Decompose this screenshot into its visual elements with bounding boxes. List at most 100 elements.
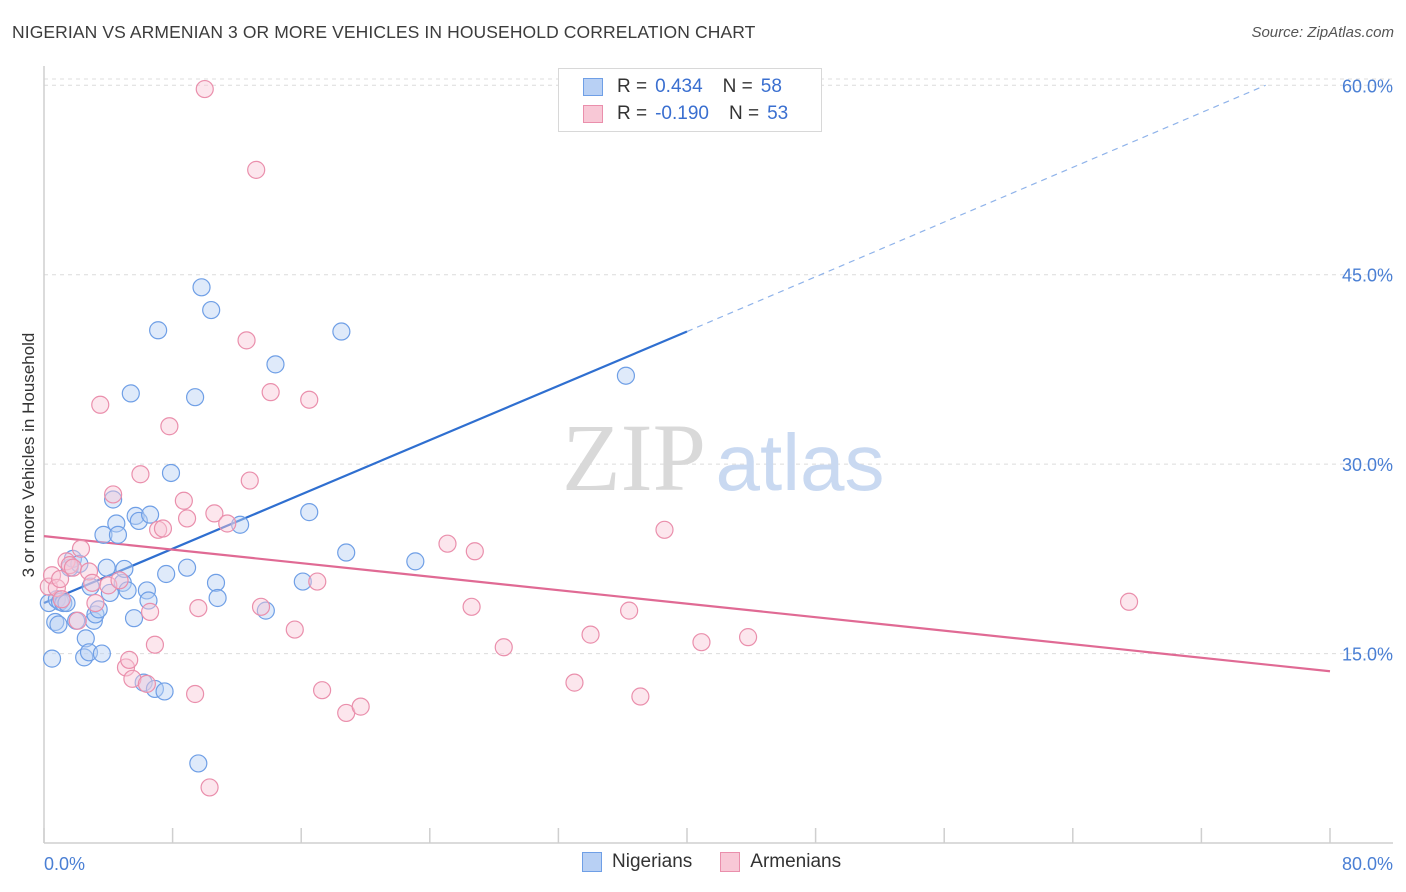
- data-point[interactable]: [189, 598, 208, 618]
- r-label: R =: [617, 76, 648, 97]
- data-point[interactable]: [99, 576, 118, 595]
- data-point[interactable]: [100, 583, 120, 603]
- data-point[interactable]: [177, 558, 197, 577]
- data-point[interactable]: [123, 669, 142, 688]
- data-point[interactable]: [160, 417, 179, 436]
- data-point[interactable]: [237, 331, 256, 350]
- data-point[interactable]: [124, 609, 144, 628]
- data-point[interactable]: [462, 597, 481, 616]
- data-point[interactable]: [174, 491, 193, 510]
- data-point[interactable]: [565, 673, 584, 692]
- data-point[interactable]: [126, 506, 145, 526]
- data-point[interactable]: [161, 463, 181, 483]
- data-point[interactable]: [63, 558, 83, 577]
- data-point[interactable]: [137, 674, 156, 693]
- data-point[interactable]: [438, 534, 457, 553]
- data-point[interactable]: [121, 384, 140, 403]
- data-point[interactable]: [49, 615, 68, 634]
- data-point[interactable]: [206, 573, 226, 592]
- legend-row-nigerians: R = 0.434 N = 58: [583, 74, 782, 100]
- data-point[interactable]: [261, 383, 280, 402]
- data-point[interactable]: [153, 519, 173, 538]
- data-point[interactable]: [68, 611, 87, 630]
- data-point[interactable]: [157, 564, 176, 584]
- data-point[interactable]: [300, 390, 319, 409]
- data-point[interactable]: [177, 509, 197, 528]
- data-point[interactable]: [155, 682, 174, 701]
- legend-label-nigerians: Nigerians: [612, 851, 693, 872]
- data-point[interactable]: [129, 511, 148, 531]
- data-point[interactable]: [76, 629, 95, 648]
- data-point[interactable]: [581, 625, 600, 644]
- data-point[interactable]: [83, 573, 102, 592]
- data-point[interactable]: [189, 754, 208, 773]
- series-legend: Nigerians Armenians: [582, 851, 869, 873]
- data-point[interactable]: [247, 160, 266, 179]
- data-point[interactable]: [655, 520, 674, 539]
- data-point[interactable]: [1119, 592, 1139, 611]
- data-point[interactable]: [140, 602, 160, 621]
- data-point[interactable]: [208, 588, 227, 608]
- data-point[interactable]: [120, 650, 139, 669]
- data-point[interactable]: [75, 648, 94, 667]
- data-point[interactable]: [337, 543, 356, 562]
- y-tick-label: 60.0%: [1342, 76, 1393, 96]
- data-point[interactable]: [494, 638, 513, 657]
- data-point[interactable]: [145, 635, 165, 654]
- data-point[interactable]: [285, 620, 304, 639]
- data-point[interactable]: [91, 395, 110, 414]
- data-point[interactable]: [50, 569, 70, 589]
- data-point[interactable]: [293, 572, 312, 591]
- data-point[interactable]: [104, 490, 123, 509]
- data-point[interactable]: [97, 558, 116, 577]
- data-point[interactable]: [140, 505, 160, 524]
- data-point[interactable]: [195, 79, 214, 99]
- data-point[interactable]: [149, 321, 168, 340]
- data-point[interactable]: [738, 628, 758, 647]
- data-point[interactable]: [108, 525, 128, 544]
- data-point[interactable]: [205, 504, 224, 523]
- data-point[interactable]: [107, 514, 126, 533]
- data-point[interactable]: [186, 388, 205, 407]
- x-tick-label: 80.0%: [1342, 854, 1393, 874]
- data-point[interactable]: [60, 556, 79, 575]
- data-point[interactable]: [300, 503, 319, 522]
- stats-legend: R = 0.434 N = 58 R = -0.190 N = 53: [558, 68, 822, 132]
- data-point[interactable]: [218, 514, 237, 533]
- data-point[interactable]: [79, 562, 99, 581]
- data-point[interactable]: [631, 687, 650, 706]
- legend-item-armenians[interactable]: Armenians: [720, 851, 841, 873]
- data-point[interactable]: [312, 681, 332, 700]
- data-point[interactable]: [406, 552, 425, 571]
- data-point[interactable]: [240, 471, 259, 490]
- data-point[interactable]: [42, 649, 62, 668]
- data-point[interactable]: [620, 601, 639, 620]
- data-point[interactable]: [79, 643, 99, 662]
- data-point[interactable]: [231, 515, 250, 534]
- data-point[interactable]: [616, 366, 636, 385]
- data-point[interactable]: [266, 355, 285, 374]
- data-point[interactable]: [351, 697, 370, 716]
- data-point[interactable]: [332, 322, 351, 341]
- data-point[interactable]: [200, 778, 219, 797]
- data-point[interactable]: [192, 278, 211, 297]
- data-point[interactable]: [92, 644, 111, 663]
- data-point[interactable]: [131, 465, 150, 484]
- data-point[interactable]: [692, 633, 711, 652]
- data-point[interactable]: [186, 684, 205, 704]
- data-point[interactable]: [46, 612, 65, 632]
- data-point[interactable]: [84, 611, 103, 630]
- data-point[interactable]: [308, 572, 327, 591]
- data-point[interactable]: [115, 559, 134, 579]
- data-point[interactable]: [139, 591, 158, 610]
- data-point[interactable]: [86, 593, 105, 613]
- data-point[interactable]: [104, 485, 123, 504]
- legend-item-nigerians[interactable]: Nigerians: [582, 851, 692, 873]
- data-point[interactable]: [110, 571, 129, 590]
- data-point[interactable]: [94, 525, 113, 544]
- data-point[interactable]: [202, 300, 221, 320]
- data-point[interactable]: [465, 542, 484, 561]
- data-point[interactable]: [52, 590, 71, 609]
- data-point[interactable]: [71, 539, 91, 558]
- data-point[interactable]: [251, 597, 271, 616]
